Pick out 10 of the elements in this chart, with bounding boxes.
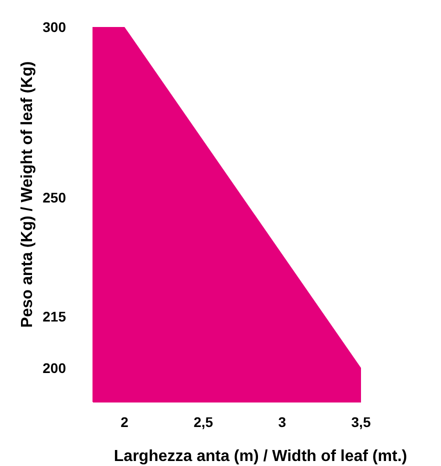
x-tick-label: 2 (120, 414, 129, 430)
y-tick-label: 200 (42, 360, 66, 376)
y-tick-label: 300 (42, 18, 66, 35)
y-tick-label: 250 (42, 189, 66, 206)
x-axis-title: Larghezza anta (m) / Width of leaf (mt.) (114, 448, 408, 465)
y-tick-label: 215 (42, 308, 66, 325)
x-tick-label: 2,5 (194, 414, 214, 430)
y-axis-title: Peso anta (Kg) / Weight of leaf (Kg) (19, 61, 36, 328)
x-tick-label: 3,5 (351, 414, 371, 430)
x-tick-label: 3 (278, 414, 286, 430)
